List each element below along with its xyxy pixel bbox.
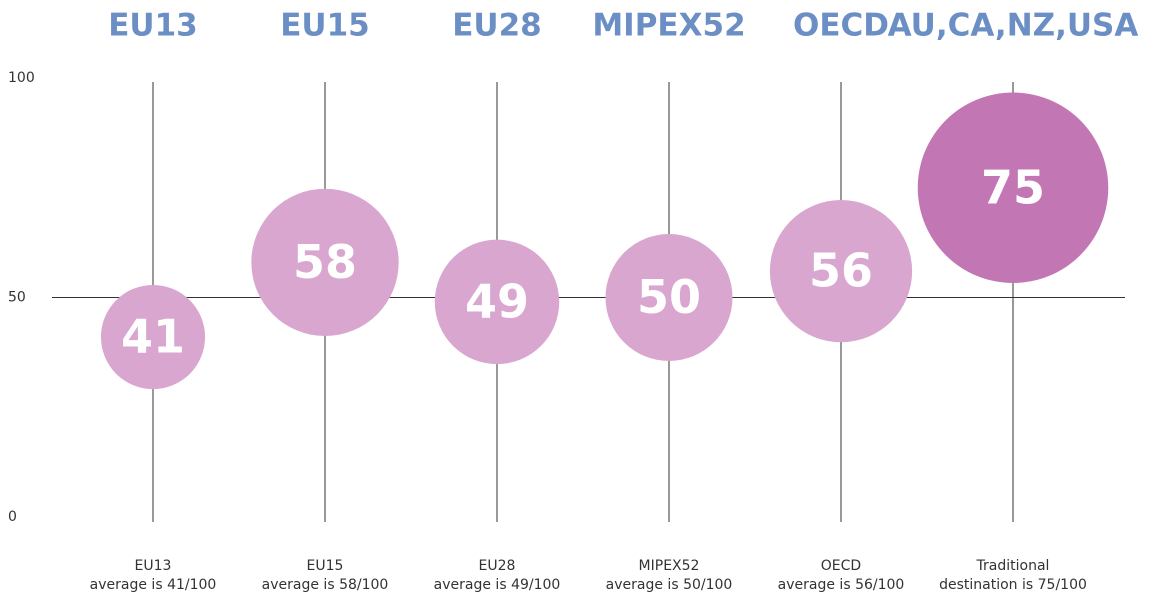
bubble [769,200,913,343]
value-label: 50 [637,270,701,324]
bubble [100,284,206,390]
bubble [434,239,560,365]
value-label: 56 [809,244,873,298]
category-caption: EU28 [479,558,516,574]
category-caption: average is 41/100 [90,577,217,593]
value-label: 49 [465,274,529,328]
value-label: 41 [121,310,185,364]
category-caption: average is 58/100 [262,577,389,593]
category-header: EU28 [452,8,542,44]
category-header: MIPEX52 [592,8,745,44]
category-caption: Traditional [976,558,1050,574]
value-label: 58 [293,235,357,289]
y-tick-label: 0 [8,509,17,525]
category-header: OECD [793,8,889,44]
category-caption: average is 49/100 [434,577,561,593]
category-header: AU,CA,NZ,USA [888,8,1139,44]
category-caption: destination is 75/100 [939,577,1087,593]
category-caption: EU15 [307,558,344,574]
category-header: EU13 [108,8,198,44]
category-caption: average is 56/100 [778,577,905,593]
category-caption: MIPEX52 [639,558,700,574]
bubble [251,188,399,337]
y-tick-label: 50 [8,290,26,306]
y-tick-label: 100 [8,70,35,86]
bubble [605,234,733,361]
category-header: EU15 [280,8,370,44]
category-caption: OECD [821,558,861,574]
value-label: 75 [981,160,1045,214]
category-caption: EU13 [135,558,172,574]
category-caption: average is 50/100 [606,577,733,593]
bubble [917,92,1109,283]
